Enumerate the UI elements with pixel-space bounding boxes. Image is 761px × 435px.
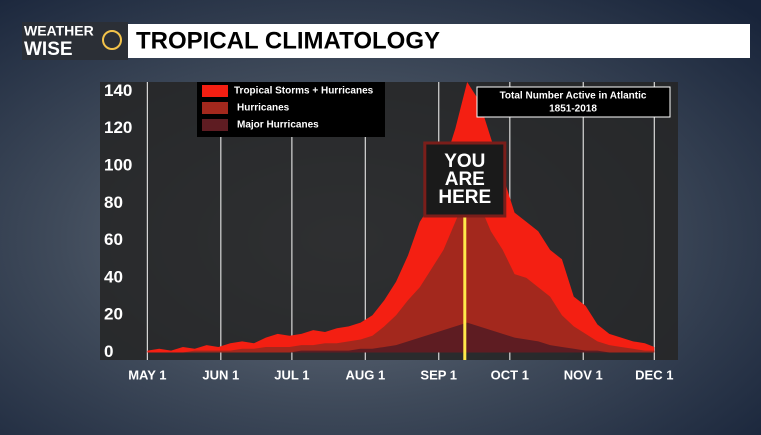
x-tick-label: JUL 1 (274, 367, 309, 382)
legend-label: Hurricanes (237, 103, 290, 114)
y-tick-label: 40 (104, 267, 123, 286)
legend-label: Tropical Storms + Hurricanes (234, 86, 374, 97)
marker-text: ARE (445, 169, 485, 190)
marker-box (423, 141, 507, 218)
legend-label: Major Hurricanes (237, 120, 319, 131)
y-tick-label: 20 (104, 305, 123, 324)
logo-text: WISE (24, 39, 73, 60)
y-tick-label: 0 (104, 342, 113, 361)
marker-text: YOU (444, 151, 485, 172)
area (147, 322, 655, 353)
chart-title: TROPICAL CLIMATOLOGY (136, 27, 440, 54)
y-tick-label: 140 (104, 81, 132, 100)
marker-text: HERE (438, 187, 491, 208)
legend-items: Tropical Storms + Hurricanes Hurricanes Ma… (202, 85, 374, 131)
y-tick-label: 100 (104, 155, 132, 174)
x-tick-label: OCT 1 (491, 367, 529, 382)
x-tick-label: JUN 1 (202, 367, 239, 382)
annotation: 1851-2018 (549, 104, 597, 115)
x-tick-label: DEC 1 (635, 367, 673, 382)
y-tick-label: 120 (104, 118, 132, 137)
title-bar (128, 24, 750, 58)
legend-swatch (202, 85, 228, 97)
legend-swatch (202, 119, 228, 131)
x-tick-label: MAY 1 (128, 367, 166, 382)
x-tick-label: SEP 1 (420, 367, 457, 382)
area (147, 193, 655, 353)
x-tick-label: NOV 1 (564, 367, 603, 382)
legend-swatch (202, 102, 228, 114)
annotation: Total Number Active in Atlantic (500, 91, 647, 102)
y-tick-label: 80 (104, 193, 123, 212)
logo-text: WEATHER (24, 23, 94, 39)
x-tick-label: AUG 1 (345, 367, 385, 382)
y-tick-label: 60 (104, 230, 123, 249)
annotation-box (476, 86, 671, 118)
legend (197, 82, 385, 137)
logo-box (22, 22, 128, 60)
plot: 0 20 40 60 80 100 120 140 (104, 81, 655, 361)
logo-icon (102, 30, 122, 50)
